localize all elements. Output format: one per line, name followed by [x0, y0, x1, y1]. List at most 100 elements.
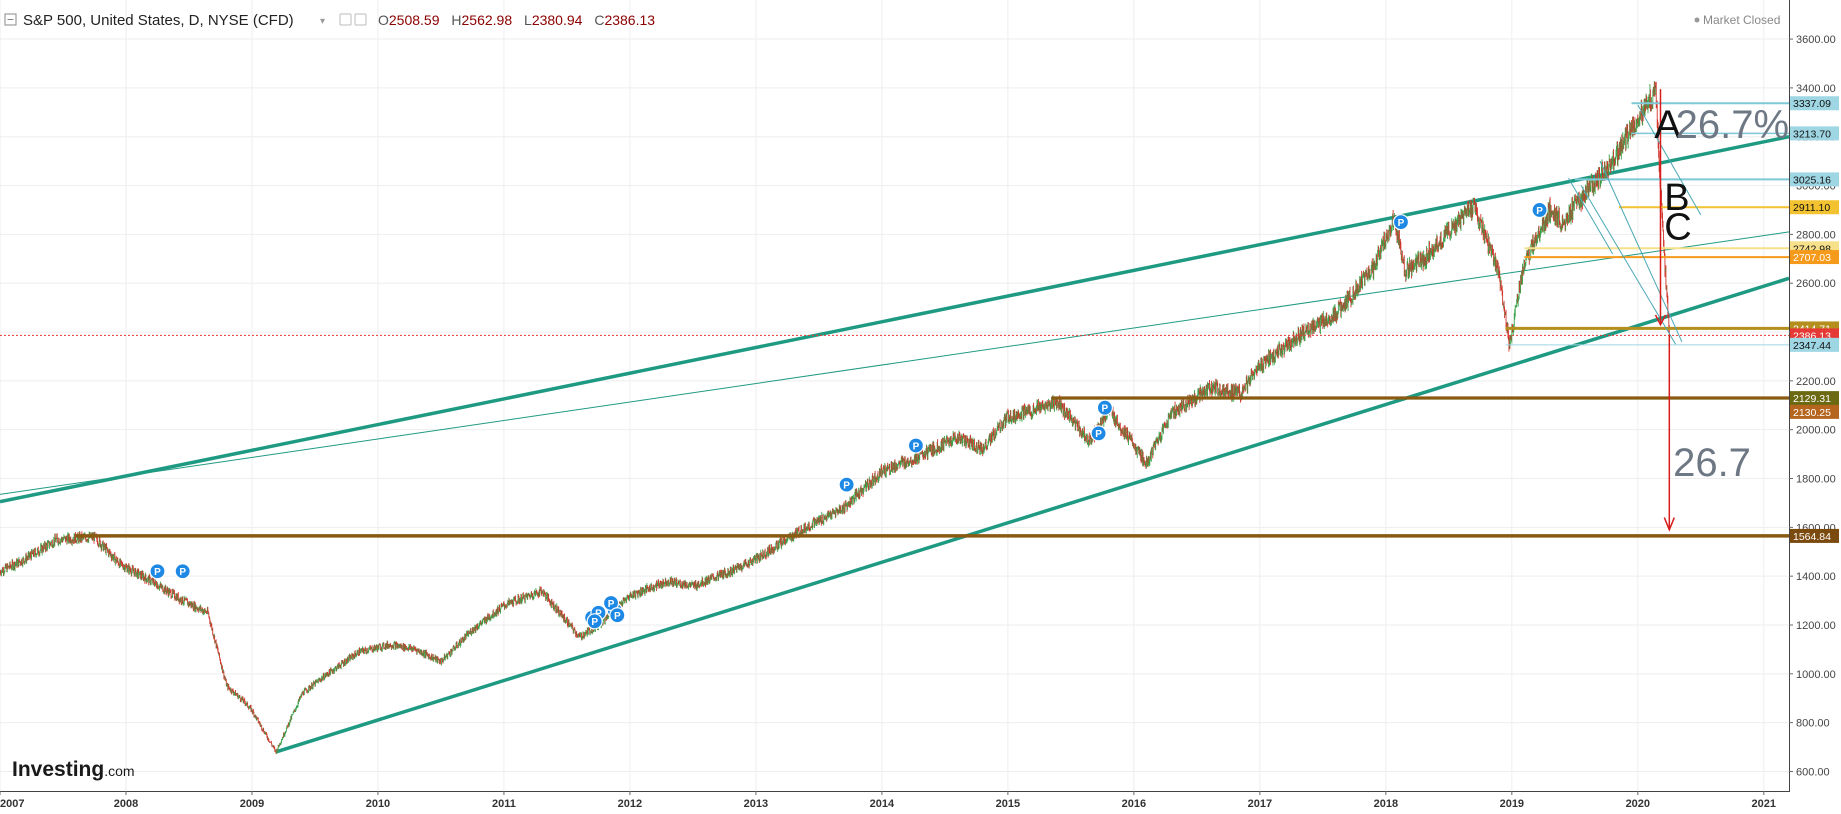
chart-header: S&P 500, United States, D, NYSE (CFD) ▾ …: [4, 12, 1780, 29]
svg-text:P: P: [154, 567, 161, 578]
annotation-text[interactable]: 26.7: [1673, 441, 1751, 485]
annotation-text[interactable]: B: [1664, 177, 1689, 219]
x-tick-label: 2008: [114, 798, 138, 810]
svg-text:P: P: [614, 611, 621, 622]
close-value: 2386.13: [604, 12, 655, 28]
x-tick-label: 2019: [1500, 798, 1524, 810]
close-icon[interactable]: [354, 13, 367, 26]
drawing-annotations: ABC 26.7% 26.7: [1568, 89, 1789, 532]
event-markers: PPPPPPPPPPPPPP: [149, 201, 1548, 630]
annotation-text[interactable]: C: [1664, 206, 1691, 248]
event-marker-icon[interactable]: P: [1090, 425, 1107, 442]
price-level-tag: [1790, 96, 1839, 111]
price-level-value: 1564.84: [1793, 531, 1831, 543]
price-level-value: 2911.10: [1793, 202, 1830, 214]
open-prefix: O: [378, 12, 389, 28]
plot-background: [0, 0, 1790, 792]
price-level-tag: [1790, 404, 1839, 419]
price-level-labels: 3337.093213.703025.162911.102742.982707.…: [1790, 96, 1839, 543]
close-prefix: C: [594, 12, 604, 28]
event-marker-icon[interactable]: P: [174, 563, 191, 580]
annotation-text[interactable]: 26.7%: [1676, 103, 1789, 147]
market-status: Market Closed: [1703, 13, 1780, 27]
x-tick-label: 2021: [1752, 798, 1776, 810]
price-level-value: 2130.25: [1793, 407, 1831, 419]
x-tick-label: 2020: [1626, 798, 1650, 810]
arrow-head-icon: [1654, 314, 1667, 327]
symbol-title[interactable]: S&P 500, United States, D, NYSE (CFD): [23, 12, 294, 29]
svg-text:P: P: [1398, 218, 1405, 229]
event-marker-icon[interactable]: P: [907, 437, 925, 454]
price-level-tag: [1790, 172, 1839, 187]
price-level-value: 3025.16: [1793, 174, 1831, 186]
trend-line[interactable]: [275, 276, 1790, 754]
ohlc-values: O2508.59 H2562.98 L2380.94 C2386.13: [378, 12, 655, 28]
fan-line: [1637, 104, 1702, 216]
fan-line: [1568, 177, 1614, 255]
price-level-value: 3213.70: [1793, 128, 1831, 140]
trend-line[interactable]: [0, 231, 1790, 495]
event-marker-icon[interactable]: P: [1392, 214, 1410, 231]
symbol-dropdown-icon[interactable]: ▾: [320, 16, 325, 27]
investing-logo: Investing.com: [12, 758, 135, 781]
open-value: 2508.59: [389, 12, 440, 28]
horizontal-levels: [0, 102, 1789, 538]
fan-line: [1599, 160, 1683, 342]
high-value: 2562.98: [462, 12, 513, 28]
svg-text:P: P: [913, 441, 920, 452]
x-tick-label: 2012: [618, 798, 642, 810]
arrow-head-icon: [1663, 517, 1676, 532]
x-tick-label: 2016: [1122, 798, 1146, 810]
x-tick-label: 2014: [870, 798, 895, 810]
annotation-text[interactable]: A: [1654, 103, 1681, 147]
svg-text:P: P: [595, 609, 602, 620]
y-tick-label: 2600.00: [1796, 278, 1836, 290]
logo-name: Investing: [12, 758, 104, 781]
event-marker-icon[interactable]: P: [1531, 201, 1548, 219]
y-tick-label: 1000.00: [1796, 669, 1836, 681]
event-marker-icon[interactable]: P: [602, 594, 620, 612]
x-tick-label: 2009: [240, 798, 264, 810]
svg-text:P: P: [591, 617, 598, 628]
svg-text:P: P: [1102, 404, 1109, 415]
collapse-toggle-icon[interactable]: [4, 13, 17, 26]
y-tick-label: 2200.00: [1796, 376, 1836, 388]
settings-icon[interactable]: [339, 13, 352, 26]
x-tick-label: 2013: [744, 798, 768, 810]
event-marker-icon[interactable]: P: [838, 476, 855, 493]
gridlines: [0, 0, 1789, 791]
svg-text:Investing.com: Investing.com: [12, 758, 135, 781]
svg-text:O2508.59 H2562.98: O2508.59 H2562.98 L2380.94 C2386.13: [378, 12, 655, 28]
time-axis[interactable]: 2007 2008 2009 2010 2011 2012 2013 2014 2015 2016…: [0, 791, 1776, 810]
event-marker-icon[interactable]: P: [149, 563, 166, 580]
price-level-value: 2129.31: [1793, 393, 1831, 405]
price-level-value: 3337.09: [1793, 98, 1831, 110]
market-status-dot-icon: [1694, 17, 1700, 23]
svg-text:P: P: [843, 480, 850, 491]
svg-text:P: P: [1536, 206, 1543, 217]
x-tick-label: 2010: [366, 798, 390, 810]
y-tick-label: 3600.00: [1796, 34, 1836, 46]
price-level-value: 2347.44: [1793, 340, 1831, 352]
y-tick-label: 2800.00: [1796, 229, 1836, 241]
price-level-tag: [1790, 391, 1839, 406]
x-tick-label: 2018: [1374, 798, 1398, 810]
event-marker-icon[interactable]: P: [1096, 399, 1113, 416]
x-tick-label: 2015: [996, 798, 1020, 810]
x-tick-label: 2017: [1248, 798, 1272, 810]
low-prefix: L: [524, 12, 532, 28]
svg-text:P: P: [1095, 429, 1102, 440]
trend-line[interactable]: [0, 135, 1790, 504]
event-marker-icon[interactable]: P: [586, 613, 603, 630]
event-marker-icon[interactable]: P: [609, 607, 626, 624]
price-level-value: 2707.03: [1793, 252, 1831, 264]
y-tick-label: 800.00: [1796, 718, 1830, 730]
y-tick-label: 2000.00: [1796, 425, 1836, 437]
y-tick-label: 1400.00: [1796, 571, 1836, 583]
price-level-tag: [1790, 200, 1839, 215]
logo-suffix: .com: [104, 763, 134, 779]
trend-channel-lines: [0, 135, 1790, 754]
y-tick-label: 1200.00: [1796, 620, 1836, 632]
high-prefix: H: [451, 12, 461, 28]
